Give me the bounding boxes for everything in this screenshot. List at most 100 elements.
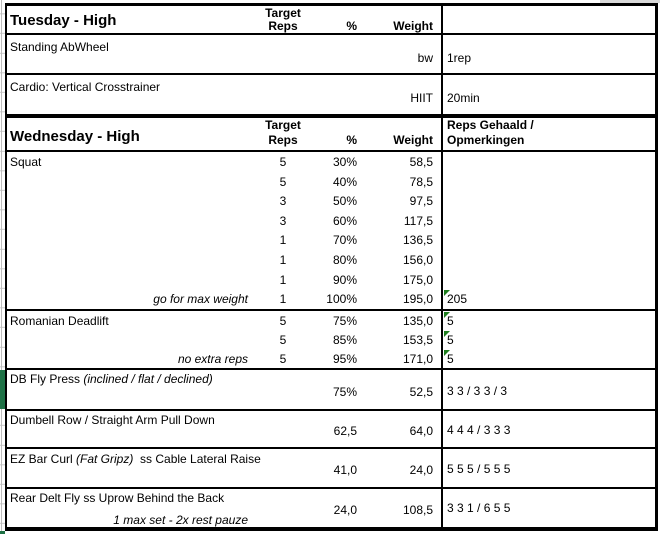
set-pct[interactable]: 70% bbox=[332, 233, 357, 247]
table-border-bottom bbox=[5, 527, 658, 531]
left-column-sliver-gridlines bbox=[0, 0, 5, 534]
set-result[interactable]: 205 bbox=[447, 292, 468, 306]
set-weight[interactable]: 135,0 bbox=[402, 314, 433, 328]
set-result[interactable]: 5 bbox=[447, 352, 454, 366]
set-note[interactable]: no extra reps bbox=[177, 352, 248, 366]
set-weight[interactable]: 108,5 bbox=[402, 503, 433, 517]
set-result[interactable]: 5 5 5 / 5 5 5 bbox=[447, 462, 511, 476]
exercise-name[interactable]: Cardio: Vertical Crosstrainer bbox=[10, 80, 161, 94]
set-reps[interactable]: 5 bbox=[279, 314, 287, 328]
exercise-name[interactable]: Rear Delt Fly ss Uprow Behind the Back bbox=[10, 491, 224, 505]
set-weight[interactable]: 58,5 bbox=[409, 155, 433, 169]
row-divider bbox=[5, 487, 655, 489]
text-as-number-flag-icon bbox=[444, 290, 450, 296]
exercise-weight[interactable]: bw bbox=[417, 51, 433, 65]
col-header-target-reps-line1[interactable]: Target bbox=[265, 6, 301, 20]
set-weight[interactable]: 175,0 bbox=[402, 273, 433, 287]
top-edge-artifact bbox=[600, 0, 660, 3]
exercise-name[interactable]: EZ Bar Curl (Fat Gripz) ss Cable Lateral… bbox=[10, 452, 261, 466]
col-header-results-line1[interactable]: Reps Gehaald / bbox=[447, 118, 534, 132]
set-weight[interactable]: 156,0 bbox=[402, 253, 433, 267]
exercise-name-suffix: ss Cable Lateral Raise bbox=[133, 452, 261, 466]
row-divider bbox=[5, 368, 655, 370]
set-weight[interactable]: 64,0 bbox=[409, 424, 433, 438]
text-as-number-flag-icon bbox=[444, 350, 450, 356]
col-header-weight[interactable]: Weight bbox=[393, 19, 433, 33]
exercise-name-text: EZ Bar Curl bbox=[10, 452, 77, 466]
exercise-name[interactable]: DB Fly Press (inclined / flat / declined… bbox=[10, 372, 213, 386]
exercise-name[interactable]: Dumbell Row / Straight Arm Pull Down bbox=[10, 413, 215, 427]
set-weight[interactable]: 195,0 bbox=[402, 292, 433, 306]
row-divider bbox=[5, 409, 655, 411]
set-reps[interactable]: 3 bbox=[279, 194, 287, 208]
set-reps[interactable]: 1 bbox=[279, 273, 287, 287]
exercise-sub-note[interactable]: 1 max set - 2x rest pauze bbox=[113, 513, 248, 527]
set-result[interactable]: 5 bbox=[447, 314, 454, 328]
set-weight[interactable]: 117,5 bbox=[403, 214, 433, 228]
set-note[interactable]: go for max weight bbox=[153, 292, 248, 306]
set-pct[interactable]: 41,0 bbox=[333, 463, 357, 477]
col-header-target-reps-line2[interactable]: Reps bbox=[268, 19, 298, 33]
set-weight[interactable]: 52,5 bbox=[409, 385, 433, 399]
col-header-pct[interactable]: % bbox=[346, 19, 357, 33]
results-column-divider bbox=[441, 3, 443, 531]
set-pct[interactable]: 40% bbox=[332, 175, 357, 189]
set-pct[interactable]: 30% bbox=[332, 155, 357, 169]
green-filled-cell-sliver bbox=[0, 370, 5, 409]
set-weight[interactable]: 24,0 bbox=[409, 463, 433, 477]
set-pct[interactable]: 75% bbox=[332, 385, 357, 399]
set-pct[interactable]: 50% bbox=[332, 194, 357, 208]
exercise-name-text: Dumbell Row / Straight Arm Pull Down bbox=[10, 413, 215, 427]
set-weight[interactable]: 78,5 bbox=[409, 175, 433, 189]
exercise-name[interactable]: Standing AbWheel bbox=[10, 40, 109, 54]
set-pct[interactable]: 75% bbox=[332, 314, 357, 328]
set-reps[interactable]: 1 bbox=[279, 292, 287, 306]
set-reps[interactable]: 5 bbox=[279, 155, 287, 169]
green-filled-cell-sliver-bottom bbox=[0, 531, 5, 534]
set-reps[interactable]: 5 bbox=[279, 352, 287, 366]
set-pct[interactable]: 62,5 bbox=[333, 424, 357, 438]
exercise-name-note: (Fat Gripz) bbox=[76, 452, 134, 466]
col-header-target-reps-line1[interactable]: Target bbox=[265, 118, 301, 132]
day-title[interactable]: Tuesday - High bbox=[10, 12, 117, 29]
set-pct[interactable]: 80% bbox=[332, 253, 357, 267]
text-as-number-flag-icon bbox=[444, 331, 450, 337]
table-border-right bbox=[655, 3, 658, 531]
set-reps[interactable]: 5 bbox=[279, 333, 287, 347]
set-result[interactable]: 3 3 1 / 6 5 5 bbox=[447, 501, 511, 515]
exercise-weight[interactable]: HIIT bbox=[410, 91, 433, 105]
set-pct[interactable]: 90% bbox=[332, 273, 357, 287]
exercise-name[interactable]: Squat bbox=[10, 155, 42, 169]
set-reps[interactable]: 5 bbox=[279, 175, 287, 189]
left-column-gridline bbox=[1, 0, 2, 534]
exercise-result[interactable]: 20min bbox=[447, 91, 480, 105]
set-reps[interactable]: 1 bbox=[279, 233, 287, 247]
exercise-name-text: DB Fly Press bbox=[10, 372, 84, 386]
set-result[interactable]: 3 3 / 3 3 / 3 bbox=[447, 384, 508, 398]
exercise-result[interactable]: 1rep bbox=[447, 51, 472, 65]
col-header-target-reps-line2[interactable]: Reps bbox=[268, 133, 298, 147]
exercise-name[interactable]: Romanian Deadlift bbox=[10, 314, 109, 328]
set-pct[interactable]: 24,0 bbox=[333, 503, 357, 517]
set-weight[interactable]: 97,5 bbox=[409, 194, 433, 208]
set-pct[interactable]: 60% bbox=[332, 214, 357, 228]
set-pct[interactable]: 100% bbox=[326, 292, 357, 306]
set-weight[interactable]: 136,5 bbox=[402, 233, 433, 247]
set-result[interactable]: 4 4 4 / 3 3 3 bbox=[447, 423, 511, 437]
table-border-top bbox=[5, 3, 658, 6]
set-pct[interactable]: 95% bbox=[332, 352, 357, 366]
set-reps[interactable]: 1 bbox=[279, 253, 287, 267]
exercise-name-note: (inclined / flat / declined) bbox=[83, 372, 213, 386]
col-header-weight[interactable]: Weight bbox=[393, 133, 433, 147]
col-header-results-line2[interactable]: Opmerkingen bbox=[447, 133, 525, 147]
set-weight[interactable]: 171,0 bbox=[402, 352, 433, 366]
day-title[interactable]: Wednesday - High bbox=[10, 128, 140, 145]
set-result[interactable]: 5 bbox=[447, 333, 454, 347]
wednesday-header-underline bbox=[5, 150, 655, 152]
set-weight[interactable]: 153,5 bbox=[402, 333, 433, 347]
col-header-pct[interactable]: % bbox=[346, 133, 357, 147]
set-pct[interactable]: 85% bbox=[332, 333, 357, 347]
set-reps[interactable]: 3 bbox=[279, 214, 287, 228]
section-divider bbox=[5, 114, 655, 118]
